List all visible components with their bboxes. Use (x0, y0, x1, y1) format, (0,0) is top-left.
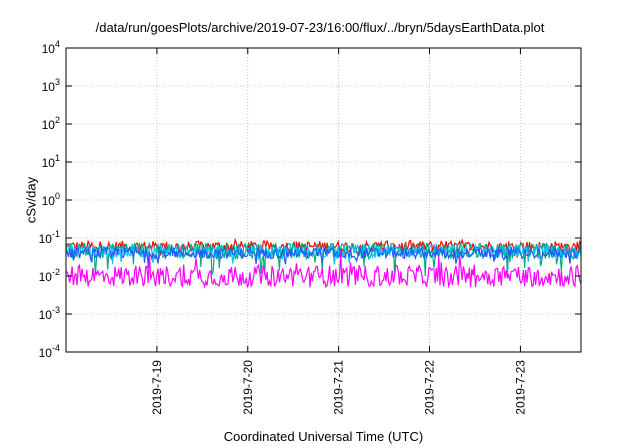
y-tick-label: 101 (42, 153, 60, 170)
y-tick-label: 10-4 (39, 343, 60, 360)
series-line (65, 252, 582, 289)
x-tick-label: 2019-7-20 (241, 360, 255, 415)
axes: 10-4 10-3 10-2 10-1 100 101 102 103 104 2019-7-19… (39, 39, 581, 415)
x-axis-label: Coordinated Universal Time (UTC) (223, 429, 424, 444)
grid (66, 48, 581, 352)
plot-frame (65, 47, 582, 353)
series-line (65, 245, 582, 265)
x-tick-label: 2019-7-19 (150, 360, 164, 415)
y-tick-label: 104 (42, 39, 60, 56)
series-line (65, 241, 582, 277)
y-tick-label: 102 (42, 115, 60, 132)
x-tick-label: 2019-7-22 (423, 360, 437, 415)
chart-title: /data/run/goesPlots/archive/2019-07-23/1… (95, 20, 545, 35)
y-tick-label: 10-2 (39, 267, 60, 284)
y-tick-label: 10-3 (39, 305, 60, 322)
x-tick-label: 2019-7-23 (513, 360, 527, 415)
y-tick-label: 100 (42, 191, 60, 208)
series-group (65, 237, 582, 289)
y-tick-label: 10-1 (39, 229, 60, 246)
x-tick-label: 2019-7-21 (332, 360, 346, 415)
y-tick-label: 103 (42, 77, 60, 94)
